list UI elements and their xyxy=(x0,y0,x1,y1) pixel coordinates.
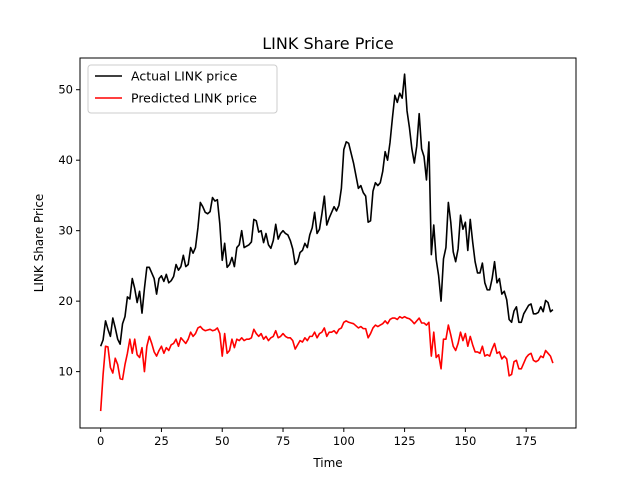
legend-label: Predicted LINK price xyxy=(131,91,257,106)
x-tick-label: 0 xyxy=(97,434,104,448)
series-lines xyxy=(99,73,554,412)
series-line-actual xyxy=(99,73,554,347)
legend-box xyxy=(87,64,278,114)
plot-frame xyxy=(79,57,577,429)
legend-label: Actual LINK price xyxy=(131,69,238,84)
y-tick-label: 40 xyxy=(58,153,73,167)
series-line-predicted xyxy=(99,315,554,412)
x-axis-label: Time xyxy=(312,456,342,470)
x-tick-label: 50 xyxy=(215,434,230,448)
x-tick-label: 100 xyxy=(333,434,355,448)
y-tick-label: 20 xyxy=(58,294,73,308)
x-tick-label: 175 xyxy=(515,434,537,448)
chart-title: LINK Share Price xyxy=(262,34,393,53)
x-tick-label: 25 xyxy=(154,434,169,448)
x-tick-label: 75 xyxy=(276,434,291,448)
y-tick-label: 10 xyxy=(58,365,73,379)
y-tick-label: 50 xyxy=(58,83,73,97)
y-axis-label: LINK Share Price xyxy=(32,194,46,293)
x-tick-label: 125 xyxy=(394,434,416,448)
axis-ticks: 0 25 50 75 100 125 150 175 10 20 30 40 50 xyxy=(58,83,537,448)
y-tick-label: 30 xyxy=(58,224,73,238)
legend: Actual LINK price Predicted LINK price xyxy=(87,64,278,114)
x-tick-label: 150 xyxy=(454,434,476,448)
